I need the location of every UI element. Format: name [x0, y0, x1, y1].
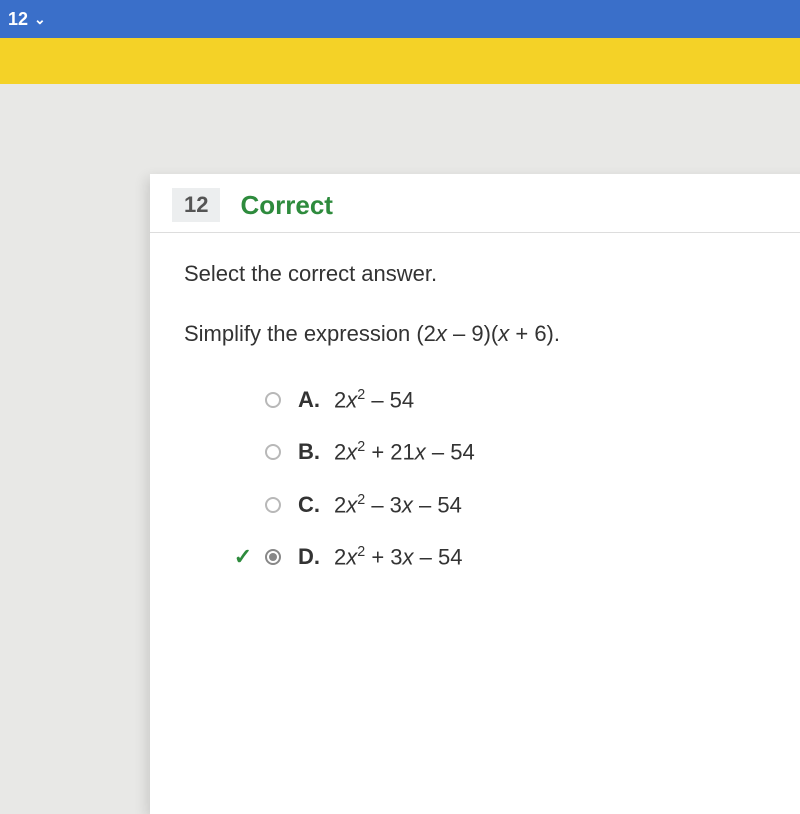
prompt-var: x [498, 321, 509, 346]
expr-var: x [415, 440, 426, 465]
expr-part: 2 [334, 387, 346, 412]
top-nav-bar: 12 ⌄ [0, 0, 800, 38]
instruction-text: Select the correct answer. [184, 261, 800, 287]
prompt-part: – 9)( [447, 321, 498, 346]
expr-part: + 3 [365, 544, 402, 569]
expr-var: x [402, 492, 413, 517]
choice-expression: 2x2 + 3x – 54 [334, 544, 462, 570]
card-header: 12 Correct [150, 174, 800, 233]
radio-col [258, 497, 288, 513]
choice-expression: 2x2 – 54 [334, 387, 414, 413]
expr-var: x [346, 492, 357, 517]
expr-part: – 54 [426, 440, 475, 465]
expr-part: – 54 [414, 544, 463, 569]
expr-part: – 54 [413, 492, 462, 517]
expr-part: 2 [334, 544, 346, 569]
choice-letter: B. [298, 439, 334, 465]
card-body: Select the correct answer. Simplify the … [150, 233, 800, 624]
question-card: 12 Correct Select the correct answer. Si… [150, 174, 800, 814]
chevron-down-icon[interactable]: ⌄ [34, 11, 46, 28]
expr-part: 2 [334, 492, 346, 517]
choice-row[interactable]: C. 2x2 – 3x – 54 [228, 492, 800, 518]
expr-part: – 54 [365, 387, 414, 412]
question-prompt: Simplify the expression (2x – 9)(x + 6). [184, 321, 800, 347]
choice-row[interactable]: A. 2x2 – 54 [228, 387, 800, 413]
radio-col [258, 444, 288, 460]
nav-question-number[interactable]: 12 [8, 9, 28, 30]
radio-col [258, 392, 288, 408]
radio-col [258, 549, 288, 565]
status-text: Correct [240, 190, 332, 221]
check-icon: ✓ [234, 544, 252, 570]
check-col: ✓ [228, 544, 258, 570]
choice-row[interactable]: ✓ D. 2x2 + 3x – 54 [228, 544, 800, 570]
expr-part: 2 [334, 440, 346, 465]
expr-part: – 3 [365, 492, 402, 517]
prompt-var: x [436, 321, 447, 346]
choice-letter: C. [298, 492, 334, 518]
expr-var: x [346, 387, 357, 412]
radio-button[interactable] [265, 497, 281, 513]
expr-sup: 2 [357, 492, 365, 508]
choice-expression: 2x2 – 3x – 54 [334, 492, 462, 518]
expr-sup: 2 [357, 544, 365, 560]
prompt-part: Simplify the expression (2 [184, 321, 436, 346]
choice-letter: A. [298, 387, 334, 413]
question-number-badge: 12 [172, 188, 220, 222]
expr-var: x [346, 544, 357, 569]
expr-var: x [346, 440, 357, 465]
yellow-banner [0, 38, 800, 84]
expr-var: x [403, 544, 414, 569]
expr-sup: 2 [357, 439, 365, 455]
page-area: 12 Correct Select the correct answer. Si… [0, 84, 800, 814]
radio-button[interactable] [265, 549, 281, 565]
expr-sup: 2 [357, 387, 365, 403]
choice-row[interactable]: B. 2x2 + 21x – 54 [228, 439, 800, 465]
radio-button[interactable] [265, 392, 281, 408]
radio-button[interactable] [265, 444, 281, 460]
choices-list: A. 2x2 – 54 B. 2x2 + 21x – 54 [184, 387, 800, 570]
prompt-part: + 6). [509, 321, 560, 346]
choice-expression: 2x2 + 21x – 54 [334, 439, 475, 465]
choice-letter: D. [298, 544, 334, 570]
expr-part: + 21 [365, 440, 415, 465]
